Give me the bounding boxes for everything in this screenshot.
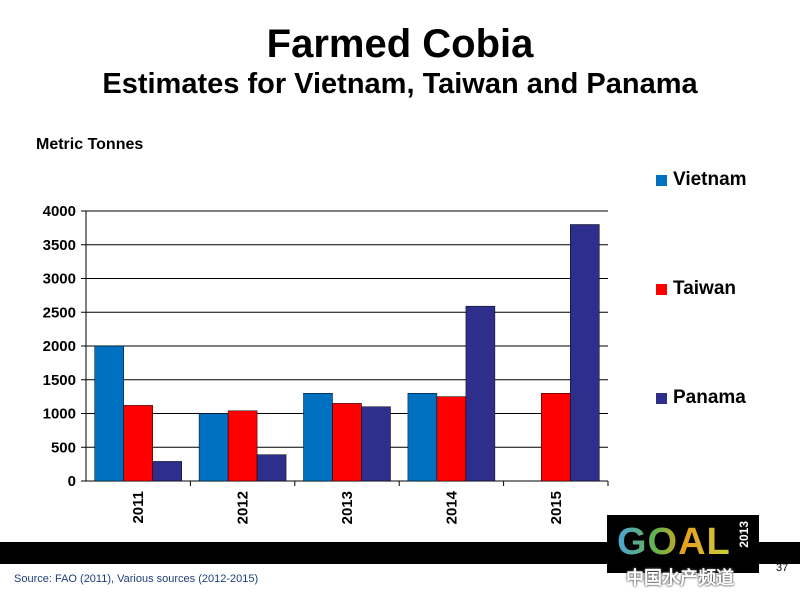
- x-tick-label: 2011: [130, 491, 147, 524]
- bar-taiwan-2013: [332, 403, 362, 482]
- bar-vietnam-2014: [407, 393, 438, 482]
- slide-subtitle: Estimates for Vietnam, Taiwan and Panama: [102, 68, 698, 100]
- page-number: 37: [776, 562, 789, 574]
- legend-item-vietnam: Vietnam: [656, 169, 747, 190]
- legend-label: Panama: [673, 387, 746, 408]
- x-tick-label: 2012: [235, 491, 252, 524]
- y-tick-label: 0: [68, 473, 76, 490]
- bar-panama-2011: [152, 461, 182, 482]
- bar-vietnam-2011: [94, 345, 124, 482]
- bar-taiwan-2011: [123, 405, 153, 482]
- y-tick-label: 1000: [43, 406, 76, 423]
- x-tick-label: 2014: [443, 490, 460, 524]
- bar-taiwan-2014: [436, 396, 467, 482]
- y-tick-label: 3000: [43, 271, 76, 288]
- bar-vietnam-2012: [198, 413, 229, 482]
- x-tick-label: 2013: [339, 491, 356, 524]
- bar-panama-2013: [361, 406, 391, 482]
- slide-title: Farmed Cobia: [266, 22, 534, 66]
- legend-swatch: [656, 283, 667, 295]
- legend-swatch: [656, 174, 667, 186]
- logo-year: 2013: [737, 521, 751, 548]
- y-tick-label: 4000: [43, 203, 76, 220]
- legend-label: Vietnam: [673, 169, 747, 190]
- y-axis-unit-label: Metric Tonnes: [36, 136, 144, 153]
- y-tick-label: 2000: [43, 338, 76, 355]
- source-note: Source: FAO (2011), Various sources (201…: [14, 573, 259, 585]
- bar-panama-2014: [465, 305, 496, 482]
- bar-panama-2012: [256, 454, 287, 482]
- bar-panama-2015: [570, 224, 600, 482]
- legend-swatch: [656, 392, 667, 404]
- y-tick-label: 1500: [43, 372, 76, 389]
- legend-item-taiwan: Taiwan: [656, 278, 736, 299]
- y-tick-label: 500: [51, 439, 76, 456]
- legend-item-panama: Panama: [656, 387, 746, 408]
- legend-label: Taiwan: [673, 278, 736, 299]
- y-tick-label: 3500: [43, 237, 76, 254]
- logo-text: GOAL: [617, 521, 731, 563]
- bar-taiwan-2012: [227, 410, 258, 482]
- bar-taiwan-2015: [541, 393, 571, 482]
- footer-bar: [0, 542, 800, 564]
- watermark: 中国水产频道: [626, 568, 734, 588]
- goal-logo: GOAL 2013: [607, 515, 759, 573]
- x-tick-label: 2015: [548, 491, 565, 524]
- y-tick-label: 2500: [43, 304, 76, 321]
- bar-vietnam-2013: [303, 393, 333, 482]
